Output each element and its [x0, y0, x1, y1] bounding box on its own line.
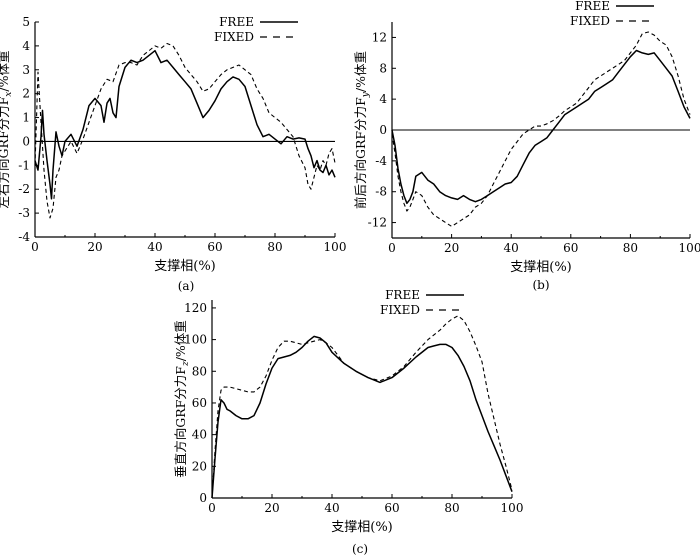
legend-label: FIXED — [380, 303, 420, 317]
series-line-free — [211, 335, 513, 499]
y-tick-label: 8 — [379, 61, 387, 75]
x-tick-label: 80 — [623, 241, 638, 255]
y-tick-label: 4 — [22, 39, 30, 53]
y-axis-label-unit: /%体重 — [0, 51, 11, 92]
x-tick-label: 20 — [87, 240, 102, 254]
panel-caption: (a) — [178, 279, 195, 293]
series-line-free — [34, 49, 336, 200]
y-tick-label: -4 — [18, 230, 30, 244]
x-tick-label: 20 — [264, 501, 279, 515]
y-tick-label: -2 — [18, 182, 30, 196]
x-tick-label: 0 — [388, 241, 396, 255]
series-line-fixed — [34, 42, 336, 219]
y-tick-label: 60 — [192, 396, 207, 410]
legend-label: FREE — [575, 0, 610, 13]
x-tick-label: 0 — [208, 501, 216, 515]
x-tick-label: 80 — [267, 240, 282, 254]
y-tick-label: 80 — [192, 364, 207, 378]
x-tick-label: 100 — [324, 240, 347, 254]
y-tick-label: -12 — [368, 216, 387, 230]
y-tick-label: 40 — [192, 428, 207, 442]
y-axis-label: 垂直方向GRF分力Fz/%体重 — [173, 320, 191, 478]
x-axis-label: 支撑相(%) — [510, 260, 572, 275]
x-axis-label: 支撑相(%) — [154, 259, 216, 274]
y-axis-label: 左右方向GRF分力Fx/%体重 — [0, 51, 14, 209]
x-tick-label: 40 — [504, 241, 519, 255]
x-tick-label: 60 — [384, 501, 399, 515]
y-tick-label: 12 — [372, 30, 387, 44]
series-line-fixed — [391, 31, 691, 227]
legend-label: FIXED — [570, 14, 610, 28]
y-tick-label: 20 — [192, 459, 207, 473]
y-axis-label-sub: x — [4, 92, 14, 97]
y-axis-label-main: 前后方向GRF分力F — [353, 97, 368, 209]
y-tick-label: 1 — [22, 111, 30, 125]
x-tick-label: 100 — [679, 241, 700, 255]
y-axis-label-main: 垂直方向GRF分力F — [173, 366, 188, 478]
legend-label: FREE — [219, 15, 254, 29]
x-tick-label: 60 — [563, 241, 578, 255]
y-axis-label-unit: /%体重 — [353, 51, 368, 92]
y-tick-label: -3 — [18, 206, 30, 220]
panel-caption: (b) — [532, 278, 549, 292]
y-tick-label: 2 — [22, 87, 30, 101]
y-tick-label: 5 — [22, 15, 30, 29]
panel-caption: (c) — [352, 542, 368, 556]
y-tick-label: 100 — [184, 333, 207, 347]
x-tick-label: 20 — [444, 241, 459, 255]
legend-label: FIXED — [214, 30, 254, 44]
legend-label: FREE — [385, 288, 420, 302]
y-axis-label-unit: /%体重 — [173, 320, 188, 361]
x-axis-label: 支撑相(%) — [331, 520, 393, 535]
y-tick-label: 0 — [22, 134, 30, 148]
y-tick-label: 120 — [184, 301, 207, 315]
y-axis-label: 前后方向GRF分力Fy/%体重 — [353, 51, 371, 209]
y-tick-label: -4 — [375, 154, 387, 168]
x-tick-label: 80 — [444, 501, 459, 515]
series-line-free — [391, 49, 691, 205]
y-axis-label-sub: y — [361, 91, 371, 98]
y-axis-label-sub: z — [181, 361, 191, 367]
x-tick-label: 100 — [501, 501, 524, 515]
y-tick-label: -1 — [18, 158, 30, 172]
series-line-fixed — [211, 315, 513, 499]
y-tick-label: 4 — [379, 92, 387, 106]
y-tick-label: 0 — [199, 491, 207, 505]
y-axis-label-main: 左右方向GRF分力F — [0, 96, 11, 208]
x-tick-label: 0 — [31, 240, 39, 254]
x-tick-label: 60 — [207, 240, 222, 254]
y-tick-label: -8 — [375, 185, 387, 199]
y-tick-label: 3 — [22, 63, 30, 77]
x-tick-label: 40 — [324, 501, 339, 515]
y-tick-label: 0 — [379, 123, 387, 137]
x-tick-label: 40 — [147, 240, 162, 254]
